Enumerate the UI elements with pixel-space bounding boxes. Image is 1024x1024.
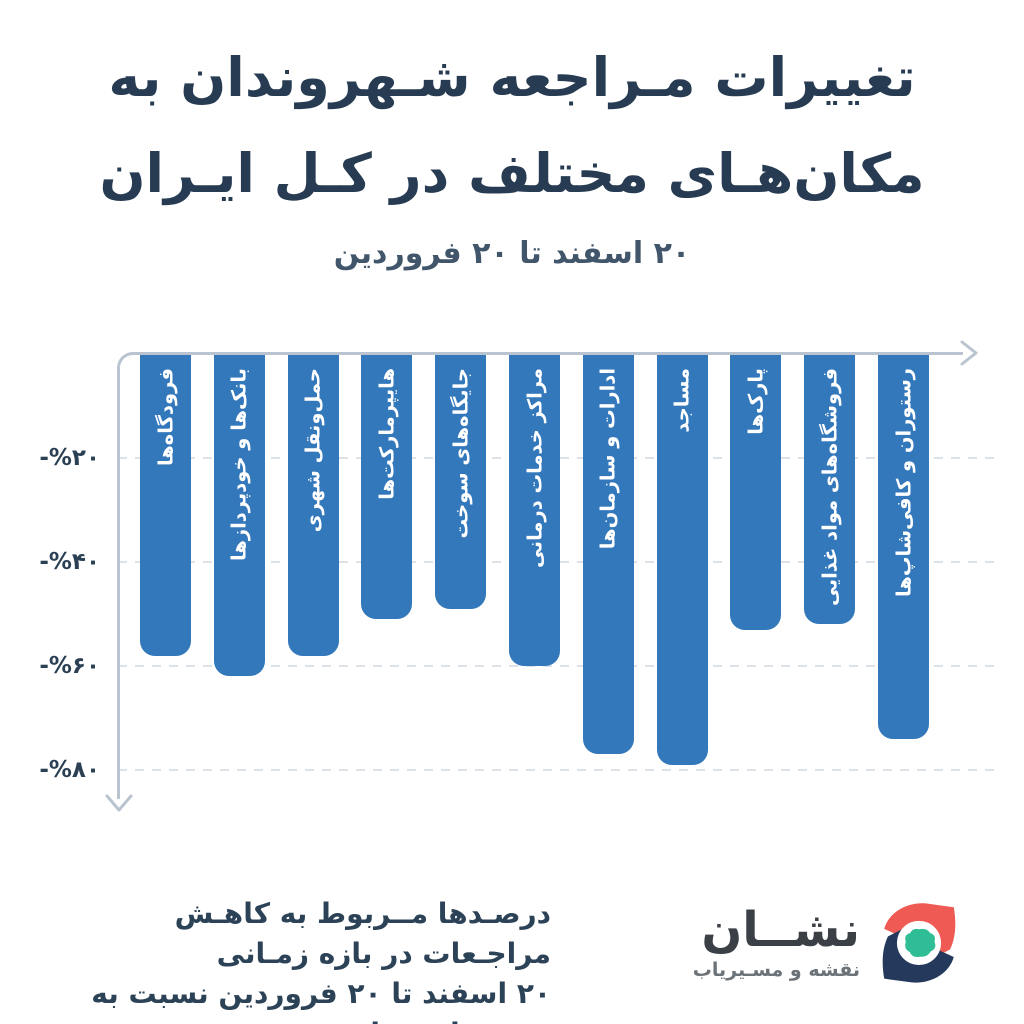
- title-line-2: مکان‌هـای مختلف در کـل ایـران: [99, 142, 925, 205]
- bar: پارک‌ها: [730, 355, 782, 630]
- gridline: [118, 665, 998, 667]
- infographic-title: تغییرات مـراجعه شـهروندان به مکان‌هـای م…: [0, 30, 1024, 222]
- bar-label: فرودگاه‌ها: [154, 368, 177, 467]
- y-tick-label: -%۸۰: [39, 757, 100, 783]
- neshan-logo-icon: [882, 903, 956, 983]
- x-axis-arrow-icon: [960, 340, 978, 366]
- bar: بانک‌ها و خودپردازها: [213, 355, 265, 677]
- footnote: درصـدها مــربوط به کاهـش مراجـعات در باز…: [55, 894, 551, 1024]
- bar: حمل‌ونقل شهری: [287, 355, 339, 656]
- bar: رستوران و کافی‌شاپ‌ها: [878, 355, 929, 739]
- bar: فروشگاه‌های مواد غذایی: [804, 355, 856, 625]
- title-line-1: تغییرات مـراجعه شـهروندان به: [108, 46, 916, 109]
- bar-label: رستوران و کافی‌شاپ‌ها: [892, 368, 915, 597]
- bar-label: فروشگاه‌های مواد غذایی: [818, 368, 842, 606]
- logo-name: نشــان: [701, 901, 860, 958]
- bar: ادارات و سازمان‌ها: [582, 355, 634, 755]
- bar-label: حمل‌ونقل شهری: [301, 368, 325, 533]
- bar: فرودگاه‌ها: [140, 355, 191, 656]
- bar-label: هایپرمارکت‌ها: [375, 368, 399, 500]
- footnote-line-1: درصـدها مــربوط به کاهـش مراجـعات در باز…: [174, 897, 551, 970]
- bar-label: پارک‌ها: [744, 368, 768, 435]
- bar-label: ادارات و سازمان‌ها: [596, 368, 620, 550]
- bar: هایپرمارکت‌ها: [361, 355, 413, 620]
- neshan-logo: نشــان نقشه و مسـیریاب: [693, 893, 966, 991]
- bar-label: جایگاه‌های سوخت: [449, 368, 473, 539]
- footnote-line-2: ۲۰ اسفند تا ۲۰ فروردین نسبت به بهمن‌ماه …: [91, 977, 551, 1024]
- y-axis-arrow-icon: [105, 794, 133, 812]
- gridline: [118, 769, 998, 771]
- y-tick-label: -%۲۰: [39, 445, 100, 471]
- date-range-subtitle: ۲۰ اسفند تا ۲۰ فروردین: [333, 236, 691, 271]
- bar-label: مساجد: [670, 368, 694, 433]
- y-tick-label: -%۶۰: [39, 653, 100, 679]
- axis-lines: [117, 352, 963, 799]
- bar: مساجد: [656, 355, 708, 765]
- bar: مراکز خدمات درمانی: [509, 355, 560, 666]
- y-tick-label: -%۴۰: [39, 549, 100, 575]
- bar: جایگاه‌های سوخت: [435, 355, 487, 609]
- logo-text: نشــان نقشه و مسـیریاب: [693, 904, 860, 981]
- logo-tagline: نقشه و مسـیریاب: [692, 958, 860, 981]
- bar-label: بانک‌ها و خودپردازها: [227, 368, 251, 561]
- bar-label: مراکز خدمات درمانی: [523, 368, 546, 568]
